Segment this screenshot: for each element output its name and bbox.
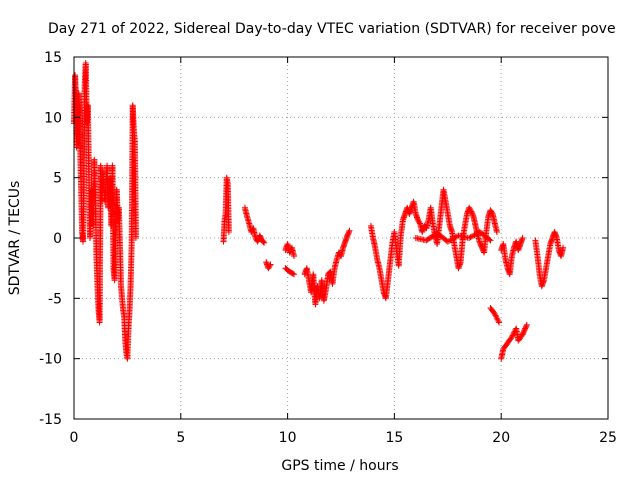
data-point (493, 229, 500, 235)
chart-title: Day 271 of 2022, Sidereal Day-to-day VTE… (48, 21, 616, 37)
y-axis-label: SDTVAR / TECUs (7, 181, 23, 296)
data-point (261, 239, 268, 246)
y-tick-label: 10 (44, 110, 62, 126)
data-point (493, 313, 500, 320)
data-point (267, 261, 274, 268)
x-tick-label: 15 (385, 430, 403, 446)
x-tick-label: 0 (70, 430, 79, 446)
data-point (487, 237, 494, 244)
data-point (491, 311, 498, 317)
data-point (132, 235, 139, 241)
y-tick-label: -5 (48, 291, 62, 307)
x-tick-label: 10 (279, 430, 297, 446)
data-point (519, 235, 526, 241)
data-point (260, 239, 267, 245)
grid-layer (74, 57, 608, 419)
data-point (486, 236, 493, 243)
data-point (523, 321, 530, 328)
data-point (496, 319, 503, 326)
x-tick-label: 20 (492, 430, 510, 446)
x-tick-label: 5 (176, 430, 185, 446)
y-tick-label: 15 (44, 50, 62, 66)
data-point (560, 244, 567, 251)
x-tick-label: 25 (599, 430, 617, 446)
data-point (508, 333, 515, 340)
ticks-layer: 0 5 10 15 20 25 -15 -10 -5 0 5 10 15 (39, 50, 617, 446)
data-point (416, 219, 423, 226)
y-tick-label: -10 (39, 352, 62, 368)
y-tick-label: 5 (53, 171, 62, 187)
points-layer (71, 60, 567, 362)
data-point (266, 262, 273, 269)
x-axis-label: GPS time / hours (281, 458, 398, 474)
data-point (289, 270, 296, 277)
data-point (291, 271, 297, 278)
y-tick-label: 0 (53, 231, 62, 247)
data-point (492, 312, 499, 319)
data-point (291, 253, 297, 260)
data-point (495, 318, 502, 325)
data-point (346, 227, 353, 234)
y-tick-label: -15 (39, 412, 62, 428)
data-point (225, 229, 232, 235)
